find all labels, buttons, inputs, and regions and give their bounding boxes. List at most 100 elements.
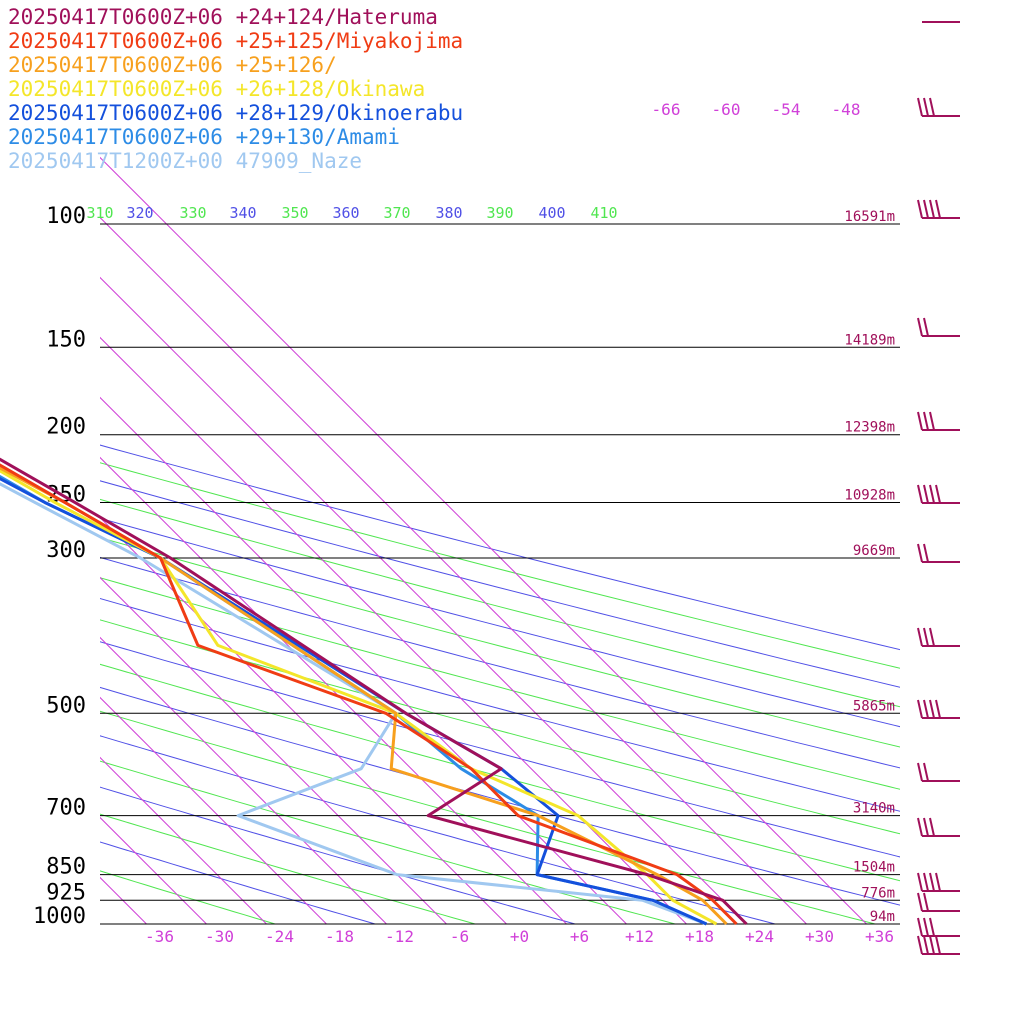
theta-label: 330 [179,204,206,222]
temperature-tick-label: +30 [805,927,834,946]
pressure-label: 150 [46,327,86,352]
height-label: 10928m [844,488,895,504]
dry-adiabat-line [100,841,376,924]
temperature-tick-label: -18 [325,927,354,946]
theta-label: 350 [281,204,308,222]
theta-label: 310 [86,204,113,222]
dry-adiabat-line [100,577,900,790]
theta-label: 340 [229,204,256,222]
isotherm-top-label: -66 [652,100,681,119]
theta-label: 400 [538,204,565,222]
dry-adiabat-line [100,786,576,924]
legend-entry: 20250417T0600Z+06 +24+124/Hateruma [8,5,438,29]
temperature-tick-label: +0 [510,927,529,946]
legend-entry: 20250417T0600Z+06 +26+128/Okinawa [8,77,425,101]
pressure-label: 700 [46,796,86,821]
legend-entry: 20250417T1200Z+00 47909_Naze [8,149,362,173]
theta-label: 380 [435,204,462,222]
height-label: 776m [861,885,895,901]
height-label: 5865m [853,698,895,714]
isotherm-line [100,456,567,924]
wind-barb [917,917,960,937]
wind-barbs [917,21,960,955]
isotherm-line [100,696,327,924]
isotherm-line [100,336,687,924]
sounding-trace [0,457,748,926]
height-label: 3140m [853,801,895,817]
height-label: 12398m [844,420,895,436]
isotherm-line [100,216,807,924]
temperature-tick-label: +6 [570,927,589,946]
legend: 20250417T0600Z+06 +24+124/Hateruma 202504… [8,5,463,173]
wind-barb [917,762,960,782]
dry-adiabat-line [100,760,676,924]
wind-barb [917,543,960,563]
pressure-label: 200 [46,415,86,440]
isotherm-top-label: -54 [772,100,801,119]
wind-barb [917,935,960,955]
temperature-tick-label: -30 [205,927,234,946]
height-label: 16591m [844,209,895,225]
theta-label: 370 [383,204,410,222]
wind-barb [917,411,960,431]
wind-barb [917,317,960,337]
theta-label: 320 [126,204,153,222]
legend-entry: 20250417T0600Z+06 +29+130/Amami [8,125,400,149]
isotherm-line [0,116,27,924]
temperature-tick-label: +18 [685,927,714,946]
axis-labels: -36 -30 -24 -18 -12 -6 +0 +6 +12 +18 +24 +30 +36 310 3… [86,100,894,946]
temperature-tick-label: -24 [265,927,294,946]
temperature-tick-label: -12 [385,927,414,946]
wind-barb [917,199,960,219]
wind-barb [917,627,960,647]
pressure-label: 500 [46,693,86,718]
pressure-label: 100 [46,204,86,229]
dry-adiabat-line [100,735,776,924]
height-label: 94m [870,909,895,925]
dry-adiabat-line [100,870,276,924]
dry-adiabat-line [100,480,900,688]
wind-barb [917,817,960,837]
isotherm-line [100,156,867,924]
theta-label: 410 [590,204,617,222]
dry-adiabat-line [100,444,900,651]
pressure-label: 925 [46,880,86,905]
sounding-traces [0,457,748,926]
height-label: 9669m [853,543,895,559]
theta-label: 390 [486,204,513,222]
wind-barb [917,699,960,719]
temperature-tick-label: +12 [625,927,654,946]
dry-adiabat-line [100,813,476,924]
dry-adiabat-line [100,556,900,769]
dry-adiabat-line [100,462,900,669]
sounding-trace [0,482,708,926]
dry-adiabat-line [100,686,900,906]
legend-entry: 20250417T0600Z+06 +25+126/ [8,53,337,77]
temperature-tick-label: -6 [450,927,469,946]
sounding-trace [0,476,708,926]
pressure-label: 850 [46,855,86,880]
wind-barb [917,872,960,892]
temperature-tick-label: +36 [865,927,894,946]
pressure-label: 300 [46,538,86,563]
sounding-trace [0,463,738,926]
isotherm-line [100,576,447,924]
isotherm-line [100,636,387,924]
isotherm-top-label: -48 [832,100,861,119]
isotherm-line [100,276,747,924]
dry-adiabat-line [100,619,900,835]
legend-entry: 20250417T0600Z+06 +28+129/Okinoerabu [8,101,463,125]
dry-adiabat-line [100,710,876,924]
isotherm-line [100,756,267,924]
isotherm-top-label: -60 [712,100,741,119]
dry-adiabat-line [100,597,900,812]
isotherms [0,116,867,924]
height-label: 14189m [844,332,895,348]
temperature-tick-label: +24 [745,927,774,946]
wind-barb [917,892,960,912]
theta-label: 360 [332,204,359,222]
dry-adiabat-line [100,663,900,882]
pressure-label: 1000 [33,904,86,929]
